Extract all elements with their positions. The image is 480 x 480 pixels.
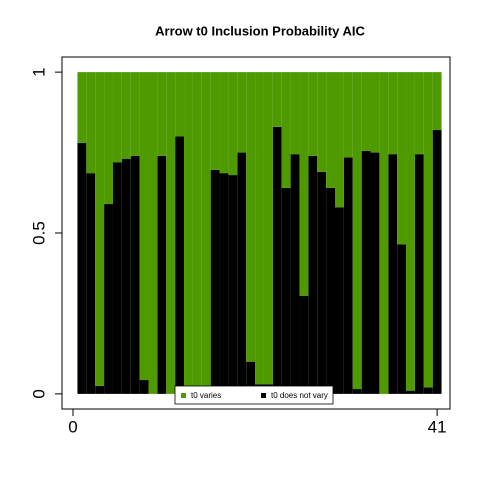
bar (272, 126, 282, 394)
legend-swatch (261, 393, 266, 398)
bar (308, 72, 318, 156)
bar (414, 72, 424, 155)
bar (370, 152, 380, 394)
bar (201, 72, 211, 394)
bar (192, 72, 202, 394)
bar (423, 387, 433, 394)
bar (112, 72, 122, 163)
bar (406, 390, 415, 394)
bar (290, 154, 300, 394)
bar (326, 187, 335, 394)
bar (352, 389, 362, 394)
bar (317, 171, 327, 394)
bar (432, 130, 442, 394)
bar (352, 72, 362, 390)
bar (148, 72, 158, 394)
bar (121, 158, 131, 394)
bar (255, 72, 264, 385)
bar (95, 72, 105, 386)
bar (86, 72, 96, 174)
bar (237, 72, 247, 153)
bar (246, 361, 256, 394)
bar (299, 72, 309, 296)
bar (361, 72, 371, 151)
bar (334, 207, 344, 394)
bar (317, 72, 327, 172)
bar (77, 142, 87, 394)
bar (343, 157, 353, 394)
bar (210, 169, 220, 394)
bar (130, 155, 140, 394)
bar (281, 72, 291, 188)
bar (246, 72, 256, 362)
bar (184, 72, 193, 394)
bar (432, 72, 442, 131)
y-tick-label: 1 (29, 67, 48, 76)
bar (290, 72, 300, 155)
bar (326, 72, 335, 188)
chart-title: Arrow t0 Inclusion Probability AIC (155, 23, 365, 38)
bar (379, 72, 389, 394)
x-tick-label: 41 (428, 417, 447, 436)
bar (104, 204, 113, 394)
bar (210, 72, 220, 170)
bar (308, 155, 318, 394)
bar (104, 72, 113, 205)
bar (130, 72, 140, 156)
bar (139, 72, 149, 381)
bar (423, 72, 433, 388)
bar (139, 380, 149, 394)
legend-box (174, 385, 334, 405)
bar (219, 173, 229, 394)
bar (299, 295, 309, 394)
y-tick-label: 0 (29, 389, 48, 398)
bar (272, 72, 282, 127)
bar (228, 175, 238, 394)
bar (157, 72, 167, 156)
bar (228, 72, 238, 176)
bar (361, 150, 371, 394)
bar (334, 72, 344, 208)
bar (397, 72, 407, 245)
bar (343, 72, 353, 158)
legend-label: t0 varies (191, 391, 221, 400)
bar (121, 72, 131, 159)
y-tick-label: 0.5 (29, 221, 48, 245)
legend-swatch (181, 393, 186, 398)
bar (414, 154, 424, 394)
x-tick-label: 0 (68, 417, 77, 436)
bar (112, 162, 122, 394)
legend-label: t0 does not vary (271, 391, 328, 400)
bar (175, 136, 185, 394)
bar (237, 152, 247, 394)
bar (370, 72, 380, 153)
bar (86, 173, 96, 394)
bar (388, 72, 398, 155)
bar (166, 72, 176, 394)
bar (397, 244, 407, 394)
bar (157, 155, 167, 394)
bar (406, 72, 415, 391)
bar (175, 72, 185, 137)
bar (388, 154, 398, 394)
bar (95, 385, 105, 394)
bar (77, 72, 87, 143)
bar (219, 72, 229, 174)
bar (281, 187, 291, 394)
bar (263, 72, 273, 385)
